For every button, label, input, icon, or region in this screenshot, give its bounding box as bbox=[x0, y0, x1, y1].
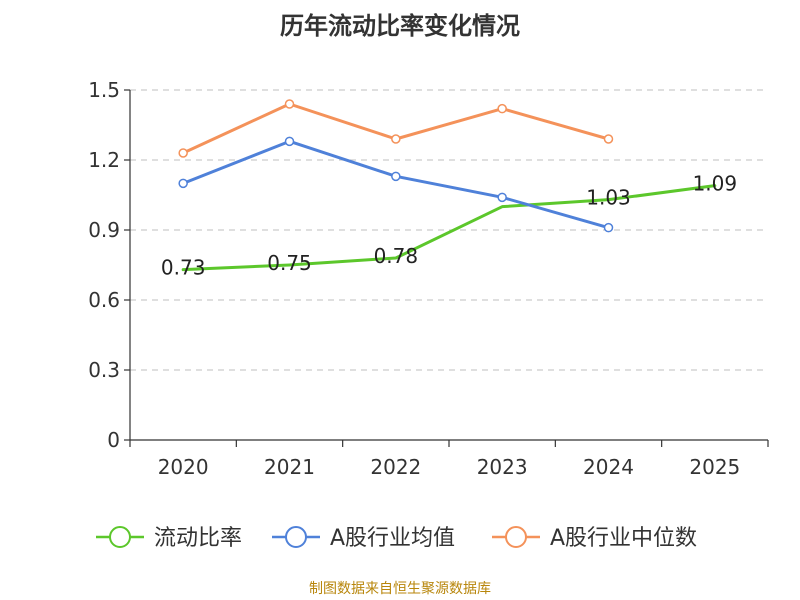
series-line-1 bbox=[181, 184, 717, 272]
series-marker bbox=[284, 136, 295, 147]
x-tick-label: 2024 bbox=[583, 455, 634, 479]
data-label: 1.09 bbox=[693, 172, 738, 196]
series-marker bbox=[603, 134, 614, 144]
legend-label: A股行业中位数 bbox=[550, 526, 697, 551]
series-marker bbox=[284, 99, 295, 109]
series-marker bbox=[391, 134, 401, 144]
x-tick-label: 2020 bbox=[158, 455, 209, 479]
y-tick-label: 1.5 bbox=[88, 78, 120, 102]
legend-marker bbox=[505, 526, 527, 548]
legend-label: 流动比率 bbox=[154, 526, 242, 551]
series-marker bbox=[178, 148, 188, 158]
series-line-3 bbox=[181, 102, 610, 155]
x-tick-label: 2023 bbox=[477, 455, 528, 479]
legend-marker bbox=[285, 526, 307, 548]
legend[interactable]: 流动比率 A股行业均值 A股行业中位数 bbox=[96, 526, 697, 551]
series-marker bbox=[178, 178, 188, 189]
legend-marker bbox=[109, 526, 131, 548]
data-label: 0.75 bbox=[267, 251, 312, 275]
series-marker bbox=[497, 103, 507, 114]
chart-title: 历年流动比率变化情况 bbox=[280, 12, 520, 40]
y-tick-label: 0.9 bbox=[88, 218, 120, 242]
series-line-2 bbox=[181, 139, 610, 230]
y-tick-label: 0 bbox=[107, 428, 120, 452]
y-tick-label: 0.3 bbox=[88, 358, 120, 382]
series-lines bbox=[178, 99, 717, 272]
series-marker bbox=[603, 222, 614, 233]
data-label: 1.03 bbox=[586, 186, 631, 210]
data-labels: 0.73 0.75 0.78 1.03 1.09 bbox=[161, 172, 737, 280]
data-label: 0.73 bbox=[161, 256, 206, 280]
gridlines bbox=[130, 89, 768, 371]
x-tick-label: 2022 bbox=[370, 455, 421, 479]
y-tick-label: 1.2 bbox=[88, 148, 120, 172]
source-note: 制图数据来自恒生聚源数据库 bbox=[309, 581, 491, 597]
series-marker bbox=[391, 171, 401, 182]
legend-item-2[interactable]: A股行业均值 bbox=[272, 526, 455, 551]
data-label: 0.78 bbox=[374, 244, 419, 268]
legend-item-3[interactable]: A股行业中位数 bbox=[492, 526, 697, 551]
y-tick-label: 0.6 bbox=[88, 288, 120, 312]
legend-label: A股行业均值 bbox=[330, 526, 455, 551]
x-tick-label: 2021 bbox=[264, 455, 315, 479]
axes: 0 0.3 0.6 0.9 1.2 1.5 2020 2021 2022 2023 2024 2025 bbox=[88, 78, 769, 479]
x-tick-label: 2025 bbox=[689, 455, 740, 479]
series-marker bbox=[497, 192, 507, 203]
legend-item-1[interactable]: 流动比率 bbox=[96, 526, 242, 551]
